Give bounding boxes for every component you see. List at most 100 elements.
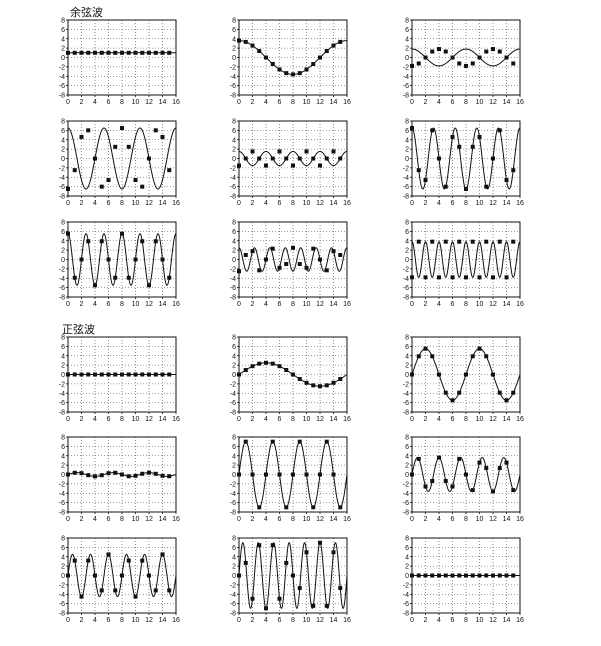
data-point [297,586,302,591]
x-tick-label: 0 [237,516,241,523]
y-tick-label: -2 [230,165,236,172]
data-point [79,594,84,599]
y-tick-label: -4 [230,491,236,498]
data-point [72,470,77,475]
x-tick-label: 2 [80,617,84,624]
cosine-chart-2: 0 2 4 6 8 10 12 14 16 -8 -6 -4 -2 0 2 4 6 8 [230,18,351,107]
data-point [167,588,172,593]
data-point [304,265,309,270]
data-point [243,253,248,257]
x-tick-label: 0 [410,301,414,308]
x-tick-label: 8 [120,416,124,423]
y-tick-label: 2 [232,463,236,470]
y-tick-label: -4 [230,175,236,182]
cosine-chart-5: 0 2 4 6 8 10 12 14 16 -8 -6 -4 -2 0 2 4 6 8 [230,119,351,208]
sine-chart-5: 0 2 4 6 8 10 12 14 16 -8 -6 -4 -2 0 2 4 6 8 [230,435,351,524]
data-point [311,246,316,251]
y-tick-label: 2 [232,248,236,255]
y-tick-label: 6 [61,27,65,34]
x-tick-label: 4 [264,200,268,207]
data-point [423,346,428,351]
y-tick-label: 0 [232,372,236,379]
y-tick-label: 2 [405,463,409,470]
data-point [250,149,255,154]
y-tick-label: -6 [59,500,65,507]
data-point [443,478,448,483]
x-tick-label: 6 [278,617,282,624]
data-point [86,473,91,478]
y-tick-label: -8 [230,510,236,517]
y-tick-label: 4 [405,453,409,460]
data-point [243,39,248,44]
x-tick-label: 8 [464,617,468,624]
y-tick-label: -2 [59,381,65,388]
data-point [311,383,316,388]
data-point [86,128,91,133]
data-point [430,49,435,54]
y-tick-label: -4 [403,276,409,283]
x-tick-label: 6 [451,617,455,624]
data-point [250,249,255,254]
data-point [430,239,435,244]
y-tick-label: 4 [232,238,236,245]
data-point [470,488,475,493]
y-tick-label: -6 [59,184,65,191]
data-point [153,372,158,377]
x-tick-label: 10 [476,516,484,523]
y-tick-label: -2 [59,481,65,488]
x-tick-label: 0 [410,617,414,624]
x-tick-label: 2 [424,516,428,523]
data-point [437,372,441,377]
data-point [66,372,70,377]
x-tick-label: 16 [172,99,180,106]
x-tick-label: 4 [437,301,441,308]
x-tick-label: 10 [476,99,484,106]
data-point [113,470,118,475]
data-point [79,471,84,476]
x-tick-label: 2 [80,200,84,207]
data-point [324,383,329,388]
data-point [477,134,482,139]
data-point [277,67,282,72]
data-point [457,239,462,244]
y-tick-label: -2 [230,64,236,71]
data-point [324,49,329,54]
data-point [153,588,158,593]
x-tick-label: 14 [503,200,511,207]
data-point [66,472,70,477]
y-tick-label: -6 [403,500,409,507]
data-point [243,439,248,444]
x-tick-label: 8 [291,301,295,308]
data-point [250,596,255,601]
series-curve [411,241,521,278]
x-tick-label: 6 [107,617,111,624]
x-tick-label: 8 [291,99,295,106]
x-tick-label: 4 [437,516,441,523]
data-point [147,50,151,55]
data-point [318,257,322,262]
y-tick-label: 6 [405,545,409,552]
x-tick-label: 4 [93,200,97,207]
y-tick-label: 2 [61,147,65,154]
data-point [284,368,289,372]
y-tick-label: -6 [230,400,236,407]
data-point [450,275,455,280]
y-tick-label: 4 [232,554,236,561]
y-tick-label: 2 [405,363,409,370]
x-tick-label: 6 [451,516,455,523]
sine-chart-3: 0 2 4 6 8 10 12 14 16 -8 -6 -4 -2 0 2 4 6 8 [403,335,524,424]
data-point [470,239,475,244]
y-tick-label: 8 [61,536,65,543]
data-point [297,439,302,444]
data-point [477,460,482,465]
y-tick-label: 8 [232,220,236,227]
sine-chart-8: 0 2 4 6 8 10 12 14 16 -8 -6 -4 -2 0 2 4 6 8 [230,536,351,625]
y-tick-label: 8 [61,18,65,25]
data-point [464,275,468,280]
y-tick-label: -8 [59,93,65,100]
y-tick-label: -2 [403,165,409,172]
data-point [237,269,241,274]
data-point [113,275,118,280]
data-point [93,283,97,288]
